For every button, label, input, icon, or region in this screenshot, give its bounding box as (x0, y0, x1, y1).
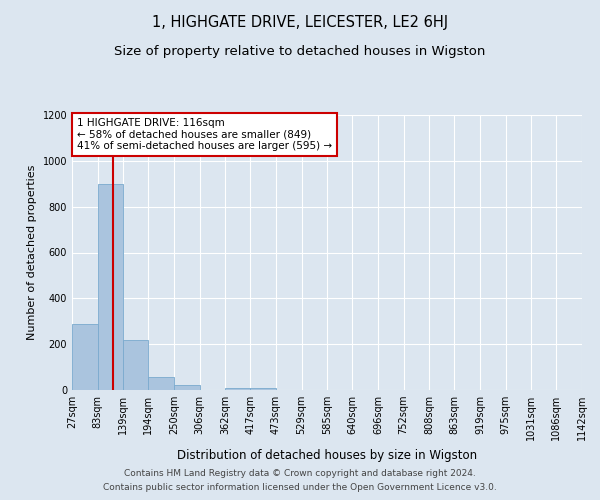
Text: 1 HIGHGATE DRIVE: 116sqm
← 58% of detached houses are smaller (849)
41% of semi-: 1 HIGHGATE DRIVE: 116sqm ← 58% of detach… (77, 118, 332, 151)
Text: 1, HIGHGATE DRIVE, LEICESTER, LE2 6HJ: 1, HIGHGATE DRIVE, LEICESTER, LE2 6HJ (152, 15, 448, 30)
Text: Size of property relative to detached houses in Wigston: Size of property relative to detached ho… (115, 45, 485, 58)
Bar (148, 378, 174, 390)
Bar (98, 184, 123, 390)
Text: Contains HM Land Registry data © Crown copyright and database right 2024.: Contains HM Land Registry data © Crown c… (124, 468, 476, 477)
Bar (174, 386, 200, 390)
Text: Contains public sector information licensed under the Open Government Licence v3: Contains public sector information licen… (103, 484, 497, 492)
Bar (123, 340, 148, 390)
Y-axis label: Number of detached properties: Number of detached properties (27, 165, 37, 340)
Bar (250, 388, 276, 390)
X-axis label: Distribution of detached houses by size in Wigston: Distribution of detached houses by size … (177, 448, 477, 462)
Bar (72, 324, 98, 390)
Bar (225, 388, 250, 390)
